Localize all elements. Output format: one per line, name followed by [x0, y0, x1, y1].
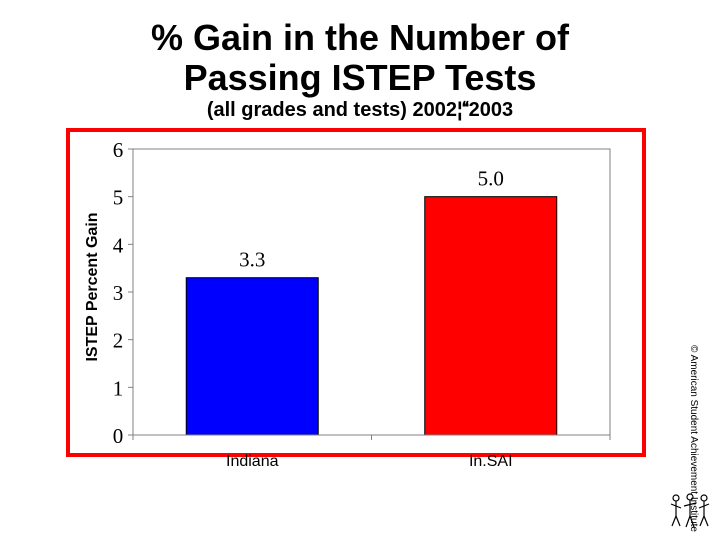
bar-in-sai — [424, 196, 558, 436]
y-tick-label: 4 — [113, 233, 124, 257]
y-tick-label: 1 — [113, 376, 124, 400]
plot-area — [132, 148, 611, 436]
y-tick-label: 2 — [113, 329, 124, 353]
chart-frame — [66, 128, 646, 457]
chart-title-line1: % Gain in the Number of — [150, 17, 570, 58]
chart-title-line2: Passing ISTEP Tests — [183, 57, 537, 98]
y-tick-label: 0 — [113, 424, 124, 448]
data-label: 5.0 — [478, 167, 504, 191]
y-tick-label: 5 — [113, 186, 124, 210]
x-category-label: In.SAI — [469, 453, 513, 470]
y-tick-label: 3 — [113, 281, 124, 305]
bar-indiana — [185, 277, 319, 436]
data-label: 3.3 — [239, 248, 265, 272]
y-axis-label: ISTEP Percent Gain — [84, 212, 101, 361]
y-tick-label: 6 — [113, 138, 124, 162]
x-category-label: Indiana — [226, 453, 279, 470]
chart-subtitle: (all grades and tests) 2002¦2003 — [206, 99, 514, 121]
institute-logo-icon — [670, 493, 710, 528]
